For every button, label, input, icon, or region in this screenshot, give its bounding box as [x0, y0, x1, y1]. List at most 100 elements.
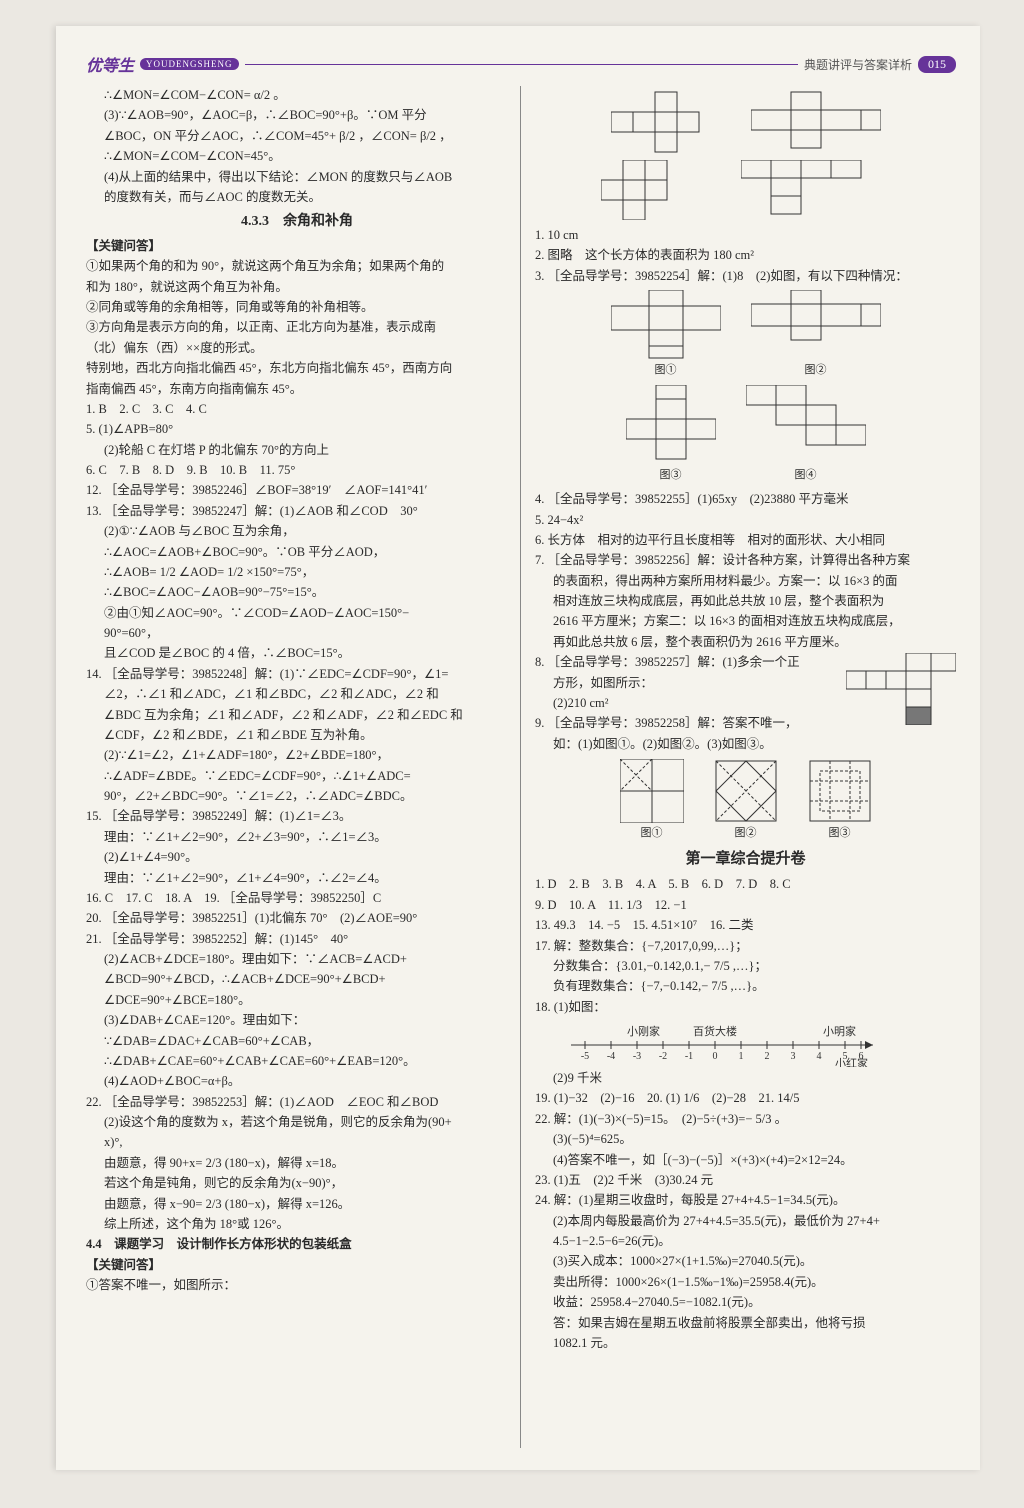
text-line: 7. ［全品导学号：39852256］解：设计各种方案，计算得出各种方案	[535, 551, 956, 570]
text-line: (2)210 cm²	[535, 694, 840, 713]
header-rule	[245, 64, 798, 65]
svg-text:2: 2	[765, 1051, 770, 1062]
text-line: 1. D 2. B 3. B 4. A 5. B 6. D 7. D 8. C	[535, 875, 956, 894]
text-line: 5. 24−4x²	[535, 511, 956, 530]
text-line: 收益：25958.4−27040.5=−1082.1(元)。	[535, 1293, 956, 1312]
text-line: 的表面积，得出两种方案所用材料最少。方案一：以 16×3 的面	[535, 572, 956, 591]
text-line: 综上所述，这个角为 18°或 126°。	[86, 1215, 508, 1234]
text-line: ∠DCE=90°+∠BCE=180°。	[86, 991, 508, 1010]
text-line: 19. (1)−32 (2)−16 20. (1) 1/6 (2)−28 21.…	[535, 1089, 956, 1108]
text-line: 由题意，得 x−90= 2/3 (180−x)，解得 x=126。	[86, 1195, 508, 1214]
text-line: 22. 解：(1)(−3)×(−5)=15。 (2)−5÷(+3)=− 5/3 …	[535, 1110, 956, 1129]
text-line: 方形，如图所示：	[535, 674, 840, 693]
net-row-2	[535, 160, 956, 220]
text-line: 6. C 7. B 8. D 9. B 10. B 11. 75°	[86, 461, 508, 480]
text-line: ①答案不唯一，如图所示：	[86, 1276, 508, 1295]
text-line: 23. (1)五 (2)2 千米 (3)30.24 元	[535, 1171, 956, 1190]
figure-caption: 图①	[641, 825, 663, 842]
right-column: 1. 10 cm 2. 图略 这个长方体的表面积为 180 cm² 3. ［全品…	[521, 86, 956, 1448]
net-diagram	[601, 160, 711, 220]
header-right-text: 典题讲评与答案详析	[804, 56, 912, 73]
text-line: 15. ［全品导学号：39852249］解：(1)∠1=∠3。	[86, 807, 508, 826]
text-line: (4)答案不唯一，如［(−3)−(−5)］×(+3)×(+4)=2×12=24。	[535, 1151, 956, 1170]
page-number: 015	[918, 56, 956, 73]
page-header: 优等生 YOUDENGSHENG 典题讲评与答案详析 015	[86, 52, 956, 76]
text-line: 5. (1)∠APB=80°	[86, 420, 508, 439]
net-diagram	[751, 90, 881, 154]
text-line: ∠BOC，ON 平分∠AOC，∴∠COM=45°+ β/2 ，∠CON= β/2…	[86, 127, 508, 146]
text-line: 相对连放三块构成底层，再如此总共放 10 层，整个表面积为	[535, 592, 956, 611]
net-row-4: 图③ 图④	[535, 385, 956, 484]
net-pair: 图④	[746, 385, 866, 484]
text-line: 12. ［全品导学号：39852246］∠BOF=38°19′ ∠AOF=141…	[86, 481, 508, 500]
text-line: (4)从上面的结果中，得出以下结论：∠MON 的度数只与∠AOB	[86, 168, 508, 187]
text-line: x)°,	[86, 1133, 508, 1152]
text-line: 的度数有关，而与∠AOC 的度数无关。	[86, 188, 508, 207]
svg-text:1: 1	[739, 1051, 744, 1062]
text-line: (3)(−5)⁴=625。	[535, 1130, 956, 1149]
net-diagram	[620, 759, 684, 823]
text-line: 24. 解：(1)星期三收盘时，每股是 27+4+4.5−1=34.5(元)。	[535, 1191, 956, 1210]
net-row-top	[535, 90, 956, 154]
text-line: ∠2，∴∠1 和∠ADC，∠1 和∠BDC，∠2 和∠ADC，∠2 和	[86, 685, 508, 704]
net-diagram	[751, 290, 881, 360]
header-title: 优等生	[86, 52, 134, 76]
text-line: 22. ［全品导学号：39852253］解：(1)∠AOD ∠EOC 和∠BOD	[86, 1093, 508, 1112]
text-line: ∠CDF，∠2 和∠BDE，∠1 和∠BDE 互为补角。	[86, 726, 508, 745]
text-line: (2)∠1+∠4=90°。	[86, 848, 508, 867]
text-line: 且∠COD 是∠BOC 的 4 倍，∴∠BOC=15°。	[86, 644, 508, 663]
svg-text:3: 3	[791, 1051, 796, 1062]
text-line: 2. 图略 这个长方体的表面积为 180 cm²	[535, 246, 956, 265]
chapter-title: 第一章综合提升卷	[535, 848, 956, 871]
net-diagram	[611, 290, 721, 360]
figure-caption: 图③	[660, 467, 682, 484]
net-pair: 图②	[714, 759, 778, 842]
text-line: (2)轮船 C 在灯塔 P 的北偏东 70°的方向上	[86, 441, 508, 460]
svg-text:0: 0	[713, 1051, 718, 1062]
text-line: 负有理数集合：{−7,−0.142,− 7/5 ,…}。	[535, 977, 956, 996]
text-line: 和为 180°，就说这两个角互为补角。	[86, 278, 508, 297]
text-line: ∵∠DAB=∠DAC+∠CAB=60°+∠CAB，	[86, 1032, 508, 1051]
text-line: ②由①知∠AOC=90°。∵∠COD=∠AOD−∠AOC=150°−	[86, 604, 508, 623]
text-line: (2)设这个角的度数为 x，若这个角是锐角，则它的反余角为(90+	[86, 1113, 508, 1132]
svg-text:-1: -1	[685, 1051, 693, 1062]
text-line: (2)①∵∠AOB 与∠BOC 互为余角，	[86, 522, 508, 541]
text-line: 2616 平方厘米；方案二：以 16×3 的面相对连放五块构成底层，	[535, 612, 956, 631]
net-diagram	[846, 653, 956, 725]
net-diagram	[626, 385, 716, 465]
text-line: 4. ［全品导学号：39852255］(1)65xy (2)23880 平方毫米	[535, 490, 956, 509]
text-line: (2)本周内每股最高价为 27+4+4.5=35.5(元)，最低价为 27+4+	[535, 1212, 956, 1231]
text-line: 21. ［全品导学号：39852252］解：(1)145° 40°	[86, 930, 508, 949]
text-line: 再如此总共放 6 层，整个表面积仍为 2616 平方厘米。	[535, 633, 956, 652]
net-diagram	[741, 160, 891, 220]
text-line: 18. (1)如图：	[535, 998, 956, 1017]
text-line: (2)∠ACB+∠DCE=180°。理由如下：∵∠ACB=∠ACD+	[86, 950, 508, 969]
text-line: 答：如果吉姆在星期五收盘前将股票全部卖出，他将亏损	[535, 1314, 956, 1333]
left-column: ∴∠MON=∠COM−∠CON= α/2 。 (3)∵∠AOB=90°，∠AOC…	[86, 86, 521, 1448]
text-line: (4)∠AOD+∠BOC=α+β。	[86, 1072, 508, 1091]
text-line: (3)买入成本：1000×27×(1+1.5‰)=27040.5(元)。	[535, 1252, 956, 1271]
text-line: 9. D 10. A 11. 1/3 12. −1	[535, 896, 956, 915]
net-pair: 图②	[751, 290, 881, 379]
text-line: ∠BDC 互为余角；∠1 和∠ADF，∠2 和∠ADF，∠2 和∠EDC 和	[86, 706, 508, 725]
text-line: 3. ［全品导学号：39852254］解：(1)8 (2)如图，有以下四种情况：	[535, 267, 956, 286]
text-line: 8. ［全品导学号：39852257］解：(1)多余一个正	[535, 653, 840, 672]
text-line: ∠BCD=90°+∠BCD，∴∠ACB+∠DCE=90°+∠BCD+	[86, 970, 508, 989]
text-line: 分数集合：{3.01,−0.142,0.1,− 7/5 ,…}；	[535, 957, 956, 976]
svg-text:-2: -2	[659, 1051, 667, 1062]
text-line: ①如果两个角的和为 90°，就说这两个角互为余角；如果两个角的	[86, 257, 508, 276]
net-diagram	[808, 759, 872, 823]
text-line: (2)∵∠1=∠2，∠1+∠ADF=180°，∠2+∠BDE=180°，	[86, 746, 508, 765]
text-line: (3)∠DAB+∠CAE=120°。理由如下：	[86, 1011, 508, 1030]
text-line: 16. C 17. C 18. A 19. ［全品导学号：39852250］C	[86, 889, 508, 908]
section-44-title: 4.4 课题学习 设计制作长方体形状的包装纸盒	[86, 1235, 508, 1254]
svg-text:-5: -5	[581, 1051, 589, 1062]
text-line: 理由：∵∠1+∠2=90°，∠1+∠4=90°，∴∠2=∠4。	[86, 869, 508, 888]
columns: ∴∠MON=∠COM−∠CON= α/2 。 (3)∵∠AOB=90°，∠AOC…	[86, 86, 956, 1448]
text-line: 若这个角是钝角，则它的反余角为(x−90)°，	[86, 1174, 508, 1193]
number-line: -5-4-3 -2-10 123 456 小刚家 百货大楼 小明家 小红家	[565, 1023, 956, 1067]
net-row-q9: 图① 图②	[535, 759, 956, 842]
net-diagram	[611, 90, 721, 154]
text-line: 指南偏西 45°，东南方向指南偏东 45°。	[86, 380, 508, 399]
number-line-svg: -5-4-3 -2-10 123 456 小刚家 百货大楼 小明家 小红家	[565, 1023, 885, 1067]
